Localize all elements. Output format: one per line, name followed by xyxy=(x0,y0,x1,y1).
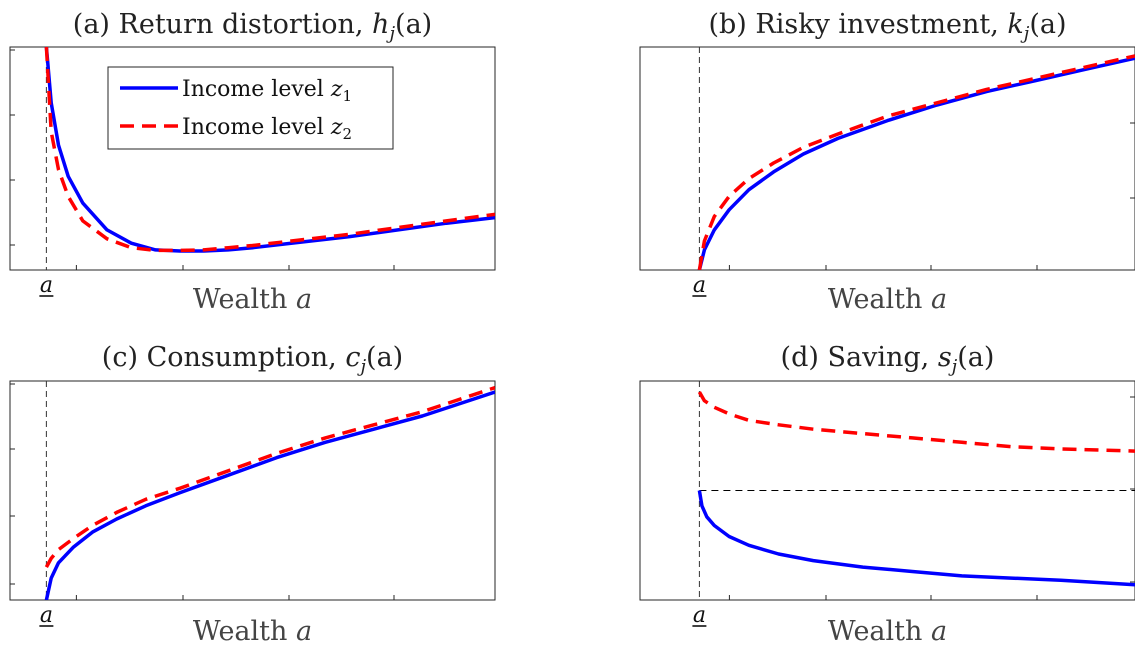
plot-frame xyxy=(9,380,496,601)
series-line-z2 xyxy=(697,391,1135,453)
chart-title: (a) Return distortion, hj(a) xyxy=(73,9,432,44)
x-tick-label: a xyxy=(40,273,53,298)
panel-saving: (d) Saving, sj(a) a Wealth a xyxy=(639,342,1135,645)
x-axis-label: Wealth a xyxy=(828,616,947,645)
series-line-z1 xyxy=(697,56,1135,270)
legend-label: Income level z1 xyxy=(182,77,352,105)
panel-return-distortion: (a) Return distortion, hj(a) a Wealth a Inc… xyxy=(9,9,496,315)
chart-title: (b) Risky investment, kj(a) xyxy=(708,9,1066,44)
legend-box xyxy=(107,66,394,150)
series-line-z1 xyxy=(44,47,495,253)
chart-title: (d) Saving, sj(a) xyxy=(781,342,995,377)
series-line-z2 xyxy=(44,47,495,253)
chart-title: (c) Consumption, cj(a) xyxy=(102,342,403,377)
panel-consumption: (c) Consumption, cj(a) a Wealth a xyxy=(9,342,496,645)
x-tick-label: a xyxy=(693,273,706,298)
legend: Income level z1 Income level z2 xyxy=(107,66,394,150)
x-axis-label: Wealth a xyxy=(828,284,947,315)
series-line-z2 xyxy=(697,54,1135,270)
series-line-z2 xyxy=(44,385,495,568)
x-axis-label: Wealth a xyxy=(193,616,312,645)
x-tick-label: a xyxy=(693,603,706,628)
x-tick-label: a xyxy=(40,603,53,628)
panel-risky-investment: (b) Risky investment, kj(a) a Wealth a xyxy=(639,9,1135,315)
x-axis-label: Wealth a xyxy=(193,284,312,315)
plot-frame xyxy=(9,46,496,271)
plot-frame xyxy=(639,380,1135,601)
series-line-z1 xyxy=(697,490,1135,587)
plot-frame xyxy=(639,46,1135,271)
series-line-z1 xyxy=(44,390,495,600)
legend-label: Income level z2 xyxy=(182,115,352,143)
